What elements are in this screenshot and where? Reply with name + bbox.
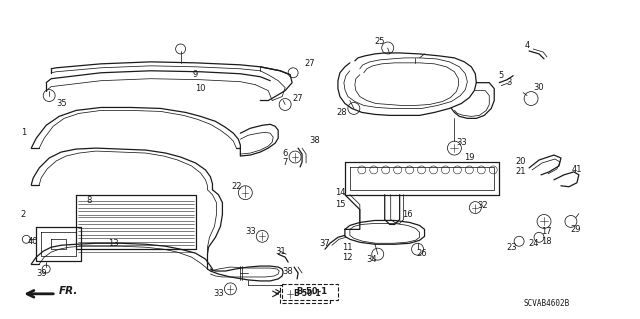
Text: 12: 12 xyxy=(342,253,352,262)
Bar xyxy=(280,285,330,303)
Text: B-50-1: B-50-1 xyxy=(296,287,328,296)
Text: 35: 35 xyxy=(56,99,67,108)
Text: 32: 32 xyxy=(477,201,488,210)
Text: 25: 25 xyxy=(374,37,385,46)
Text: 38: 38 xyxy=(310,136,321,145)
Text: 37: 37 xyxy=(319,239,330,248)
Text: 27: 27 xyxy=(292,94,303,103)
Text: 7: 7 xyxy=(282,159,288,167)
Text: 38: 38 xyxy=(283,266,294,276)
Text: 40: 40 xyxy=(28,237,38,246)
Text: 23: 23 xyxy=(507,243,518,252)
Text: 5: 5 xyxy=(499,71,504,80)
Text: SCVAB4602B: SCVAB4602B xyxy=(524,299,570,308)
Text: 10: 10 xyxy=(195,84,206,93)
Text: B-50-1: B-50-1 xyxy=(293,289,321,298)
Text: 14: 14 xyxy=(335,188,345,197)
Text: 2: 2 xyxy=(20,210,26,219)
Text: 39: 39 xyxy=(36,269,47,278)
Text: 22: 22 xyxy=(231,182,242,191)
Text: 15: 15 xyxy=(335,200,345,209)
Text: 33: 33 xyxy=(456,138,467,147)
Text: 31: 31 xyxy=(275,247,285,256)
Text: 29: 29 xyxy=(571,225,581,234)
Text: 1: 1 xyxy=(20,128,26,137)
Text: 20: 20 xyxy=(516,158,526,167)
Text: 8: 8 xyxy=(86,196,92,205)
Text: 17: 17 xyxy=(541,227,551,236)
Text: 30: 30 xyxy=(534,83,545,92)
Text: 16: 16 xyxy=(403,210,413,219)
Text: 28: 28 xyxy=(337,108,348,117)
Text: 13: 13 xyxy=(109,239,119,248)
Text: 41: 41 xyxy=(572,166,582,174)
Text: 19: 19 xyxy=(464,152,475,161)
Text: 26: 26 xyxy=(416,249,427,258)
Text: 24: 24 xyxy=(529,239,540,248)
Text: 3: 3 xyxy=(506,78,512,87)
Text: 9: 9 xyxy=(193,70,198,79)
Text: 11: 11 xyxy=(342,243,352,252)
Text: 6: 6 xyxy=(282,149,288,158)
Text: FR.: FR. xyxy=(59,286,79,296)
Text: 4: 4 xyxy=(524,41,530,49)
Text: 34: 34 xyxy=(367,255,377,263)
Text: 33: 33 xyxy=(213,289,224,298)
Text: 21: 21 xyxy=(516,167,526,176)
FancyBboxPatch shape xyxy=(282,284,338,300)
Text: 27: 27 xyxy=(305,59,316,68)
Text: 18: 18 xyxy=(541,237,551,246)
Text: 33: 33 xyxy=(245,227,255,236)
